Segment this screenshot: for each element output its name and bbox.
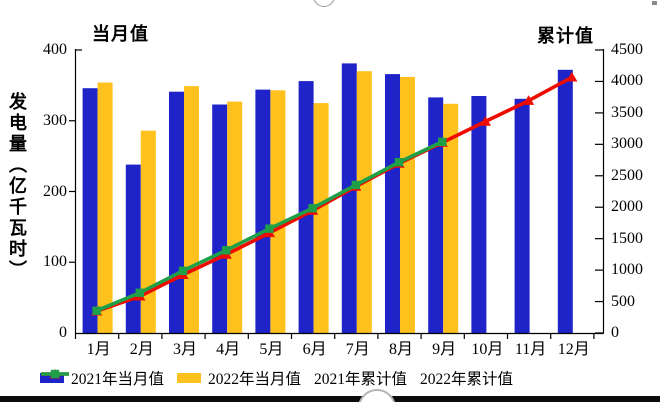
marker-2022年累计值-7月: [351, 180, 360, 190]
marker-2022年累计值-4月: [222, 246, 231, 255]
bar-2022年当月值-5月: [270, 90, 286, 333]
x-axis-tick-label: 2月: [129, 341, 154, 358]
marker-2022年累计值-3月: [178, 266, 188, 276]
marker-2022年累计值-6月: [308, 204, 317, 213]
x-axis-tick-label: 4月: [216, 341, 241, 358]
bar-2022年当月值-9月: [443, 103, 459, 333]
legend: 2021年当月值 2022年当月值 2021年累计值 2022年累计值: [40, 367, 513, 389]
bar-2021年当月值-4月: [212, 104, 228, 333]
legend-item-2021年累计值: 2021年累计值: [41, 367, 408, 389]
right-axis-tick-label: 4000: [611, 72, 643, 90]
marker-2022年累计值-8月: [394, 157, 404, 167]
bar-2022年当月值-8月: [400, 76, 415, 334]
legend-item-2022年累计值: 2022年累计值: [41, 367, 514, 389]
bar-2021年当月值-12月: [557, 69, 573, 334]
legend-item-2022年当月值: 2022年当月值: [177, 367, 301, 389]
x-axis-tick-label: 10月: [471, 341, 504, 358]
left-axis-tick-label: 400: [43, 41, 67, 58]
left-axis-tick-label: 100: [43, 253, 67, 271]
bar-2022年当月值-7月: [356, 71, 372, 333]
x-axis-tick-label: 1月: [86, 341, 111, 358]
marker-2021年累计值-10月: [479, 116, 491, 126]
x-axis-tick-label: 8月: [388, 341, 413, 358]
x-axis-tick-label: 12月: [557, 341, 590, 358]
right-axis-tick-label: 1500: [611, 229, 643, 247]
bar-2021年当月值-3月: [169, 91, 184, 333]
right-axis-tick-label: 2500: [611, 166, 643, 184]
right-axis-tick-label: 4500: [611, 41, 643, 58]
legend-marker-icon: [41, 369, 69, 379]
marker-2021年累计值-11月: [523, 95, 535, 105]
bar-2021年当月值-6月: [298, 81, 314, 333]
x-axis-tick-label: 3月: [172, 341, 197, 358]
y-axis-label: 发电量（亿千瓦时）: [7, 92, 27, 281]
bar-2021年当月值-11月: [514, 98, 530, 333]
bar-2022年当月值-3月: [184, 86, 199, 333]
x-axis-tick-label: 9月: [432, 341, 457, 358]
marker-2022年累计值-2月: [135, 288, 144, 297]
bar-2021年当月值-8月: [385, 74, 400, 333]
legend-label: 2022年当月值: [208, 371, 302, 388]
bar-2021年当月值-9月: [428, 97, 444, 334]
left-axis-tick-label: 0: [59, 324, 67, 341]
marker-2022年累计值-5月: [265, 224, 274, 233]
bar-2022年当月值-1月: [97, 82, 113, 333]
line-2021年累计值: [94, 75, 574, 314]
bar-2021年当月值-7月: [341, 63, 357, 334]
x-axis-tick-label: 6月: [302, 341, 327, 358]
corner-artifact: [652, 1, 657, 5]
x-axis-tick-label: 5月: [259, 341, 284, 358]
bar-2021年当月值-2月: [125, 164, 141, 333]
legend-swatch-icon: [177, 373, 202, 383]
right-axis-tick-label: 1000: [611, 261, 643, 279]
legend-label: 2021年当月值: [71, 371, 165, 388]
marker-2022年累计值-1月: [92, 306, 101, 315]
bar-2021年当月值-1月: [82, 88, 98, 333]
right-axis-title: 累计值: [537, 26, 594, 46]
x-axis-tick-label: 7月: [345, 341, 370, 358]
left-axis-title: 当月值: [92, 24, 149, 44]
right-axis-tick-label: 500: [611, 292, 635, 310]
bar-2021年当月值-10月: [471, 96, 487, 333]
x-axis-tick-label: 11月: [514, 341, 547, 358]
bar-2021年当月值-5月: [255, 89, 271, 333]
legend-label: 2021年累计值: [314, 371, 408, 388]
marker-2021年累计值-12月: [566, 71, 578, 82]
right-axis-tick-label: 2000: [611, 198, 643, 216]
left-axis-tick-label: 300: [43, 111, 67, 129]
right-axis-tick-label: 0: [611, 324, 619, 341]
bar-2022年当月值-2月: [140, 130, 156, 333]
marker-2022年累计值-9月: [438, 137, 447, 147]
bar-2022年当月值-6月: [313, 103, 329, 333]
bottom-divider-bar: [0, 396, 660, 402]
bar-2022年当月值-4月: [227, 101, 243, 333]
right-axis-tick-label: 3000: [611, 135, 643, 153]
right-axis-tick-label: 3500: [611, 103, 643, 121]
left-axis-tick-label: 200: [43, 182, 67, 200]
legend-label: 2022年累计值: [420, 371, 514, 388]
